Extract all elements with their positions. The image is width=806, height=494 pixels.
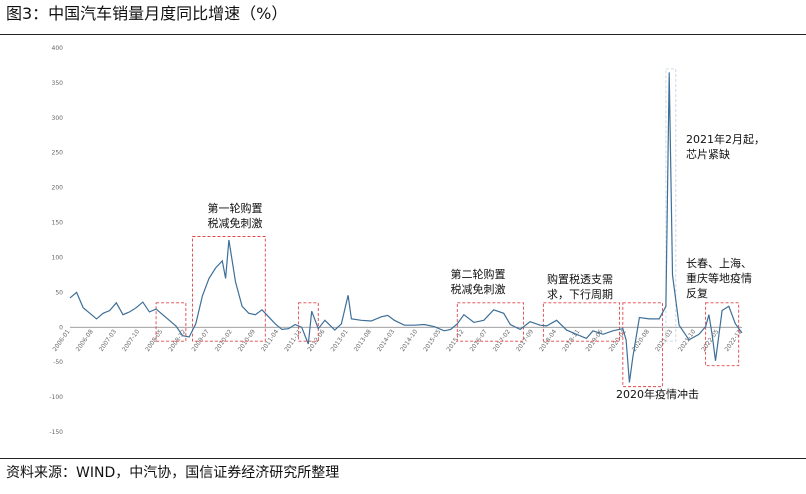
figure-title: 图3：中国汽车销量月度同比增速（%） [6,4,288,23]
x-tick-label: 2007-03 [98,328,118,353]
annotation-box [297,302,319,342]
x-tick-label: 2015-05 [422,328,442,353]
annotation-4-line-1: 2020年疫情冲击 [616,387,699,401]
annotation-box [456,302,524,342]
footer-divider [0,458,806,459]
x-tick-label: 2017-09 [515,328,535,353]
x-tick-label: 2021-03 [654,328,674,353]
x-tick-label: 2009-07 [191,328,211,353]
y-tick-label: -100 [49,394,63,401]
x-tick-label: 2008-05 [144,328,164,353]
y-tick-label: -50 [53,359,63,366]
x-tick-label: 2013-01 [330,328,350,353]
y-tick-label: 150 [52,220,64,227]
x-tick-label: 2021-10 [677,328,697,353]
y-tick-label: 200 [52,185,64,192]
x-tick-label: 2014-03 [376,328,396,353]
y-tick-label: 400 [52,45,64,52]
y-tick-label: 350 [52,80,64,87]
x-tick-label: 2010-09 [237,328,257,353]
y-tick-label: 100 [52,254,64,261]
x-tick-label: 2011-11 [283,328,303,353]
annotation-box [622,302,664,388]
x-axis: 2006-01 2006-08 2007-03 2007-10 2008-05 2008-… [52,326,744,353]
y-tick-label: 50 [55,289,63,296]
x-tick-label: 2010-02 [214,328,234,353]
annotation-1-line-1: 第一轮购置 [208,201,263,215]
annotation-6-line-2: 重庆等地疫情 [686,271,752,285]
x-tick-label: 2008-12 [167,328,187,353]
y-tick-label: 300 [52,115,64,122]
annotation-5-line-2: 芯片紧缺 [686,147,730,161]
annotation-box [542,302,620,342]
x-tick-label: 2015-12 [445,328,465,353]
x-tick-label: 2017-02 [492,328,512,353]
annotation-3-line-2: 求，下行周期 [547,288,613,301]
annotation-2-line-2: 税减免刺激 [451,282,506,296]
annotation-5-line-1: 2021年2月起， [686,132,765,146]
x-tick-label: 2006-01 [52,328,72,353]
y-axis: -150 -100 -50 0 50 100 150 200 250 300 350 400 [49,45,63,436]
annotation-3-line-1: 购置税透支需 [547,272,613,286]
annotation-boxes [155,68,740,388]
title-divider [0,34,806,35]
source-note: 资料来源：WIND，中汽协，国信证券经济研究所整理 [6,465,340,481]
x-tick-label: 2006-08 [75,328,95,353]
annotation-box [155,302,187,342]
series-line [69,72,743,383]
annotation-box [192,236,266,342]
x-tick-label: 2011-04 [260,328,280,353]
x-tick-label: 2014-10 [399,328,419,353]
x-tick-label: 2016-07 [469,328,489,353]
y-tick-label: -150 [49,429,63,436]
annotation-6-line-3: 反复 [686,286,708,300]
x-tick-label: 2018-04 [538,328,558,353]
y-tick-label: 0 [59,324,63,331]
x-tick-label: 2007-10 [121,328,141,353]
annotation-box [705,302,740,367]
annotation-6-line-1: 长春、上海、 [686,256,752,270]
annotation-box [665,68,677,342]
y-tick-label: 250 [52,150,64,157]
annotation-1-line-2: 税减免刺激 [208,216,263,230]
annotation-2-line-1: 第二轮购置 [451,267,506,281]
x-tick-label: 2013-08 [353,328,373,353]
